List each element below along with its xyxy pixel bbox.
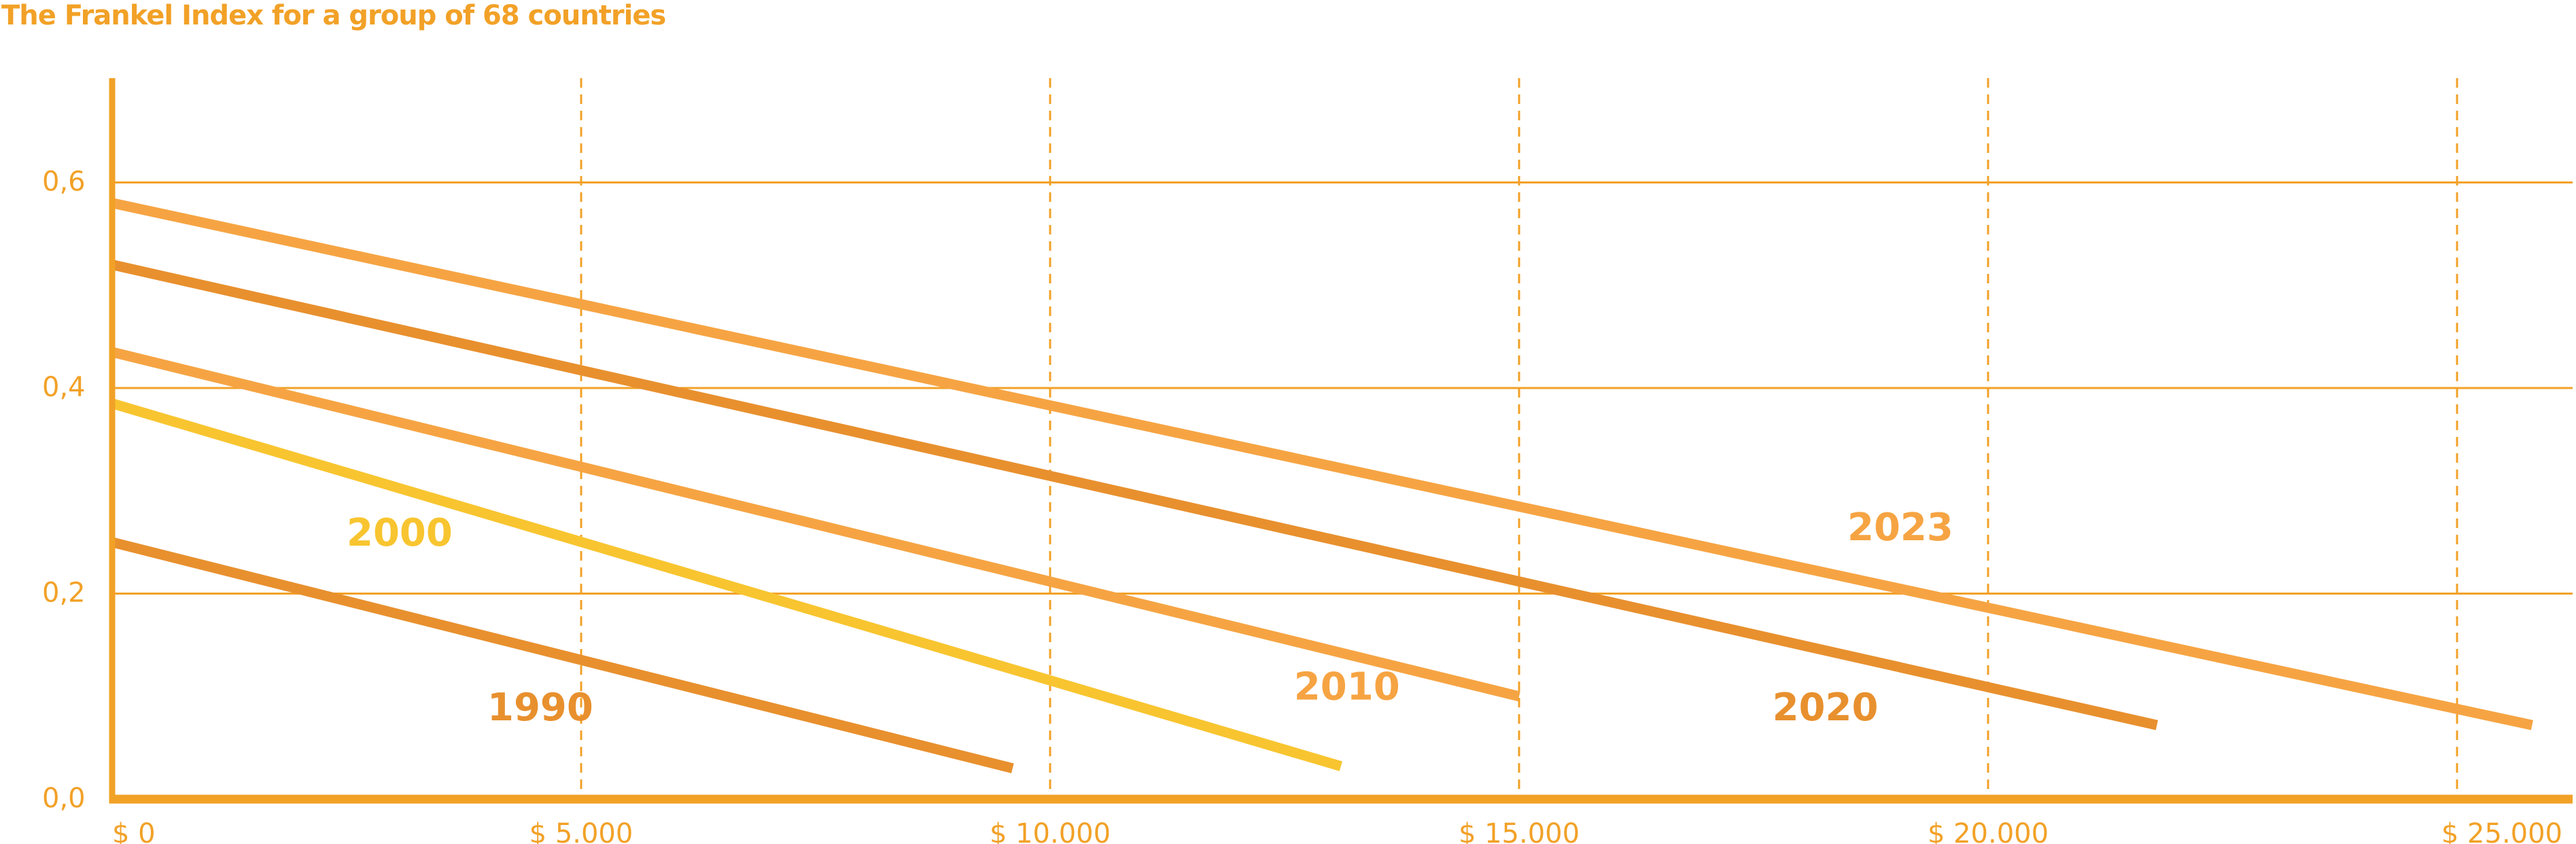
series-line-2020 [111, 260, 2159, 731]
vertical-gridlines [580, 78, 2458, 799]
y-tick-label-0: 0,0 [42, 783, 86, 814]
series-label-1990: 1990 [487, 686, 593, 730]
series-label-2000: 2000 [347, 511, 453, 555]
series-label-2023: 2023 [1847, 506, 1953, 550]
y-tick-labels: 0,0 0,2 0,4 0,6 [42, 166, 86, 815]
x-tick-labels: $ 0 $ 5.000 $ 10.000 $ 15.000 $ 20.000 $ 25.0… [112, 818, 2562, 844]
x-tick-label-3: $ 15.000 [1459, 818, 1580, 844]
series-line-2010 [111, 347, 1520, 702]
x-tick-label-0: $ 0 [112, 818, 156, 844]
x-tick-label-2: $ 10.000 [990, 818, 1111, 844]
series-label-2020: 2020 [1773, 686, 1879, 730]
x-tick-label-4: $ 20.000 [1928, 818, 2049, 844]
series-label-2010: 2010 [1294, 665, 1400, 709]
y-tick-label-1: 0,2 [42, 578, 86, 609]
chart-title: The Frankel Index for a group of 68 coun… [1, 0, 666, 31]
series-line-1990 [111, 537, 1014, 773]
x-tick-label-5: $ 25.000 [2441, 818, 2562, 844]
series-line-2000 [110, 398, 1342, 771]
horizontal-gridlines [112, 181, 2573, 595]
series-lines [110, 198, 2533, 773]
x-tick-label-1: $ 5.000 [529, 818, 633, 844]
y-tick-label-3: 0,6 [42, 166, 86, 198]
y-tick-label-2: 0,4 [42, 372, 86, 403]
series-labels: 1990 2000 2010 2020 2023 [347, 506, 1953, 730]
series-line-2023 [111, 198, 2533, 731]
